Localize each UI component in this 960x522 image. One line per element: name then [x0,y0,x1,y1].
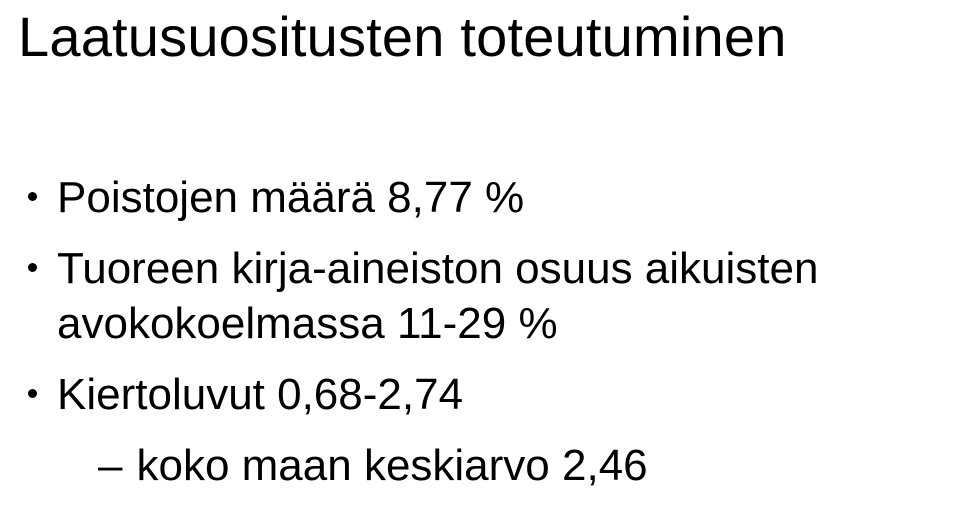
list-item: Kiertoluvut 0,68-2,74 [28,367,928,422]
bullet-dot-icon [28,389,37,398]
sub-bullet-text: koko maan keskiarvo 2,46 [136,438,647,493]
bullet-dot-icon [28,263,37,272]
list-item: Tuoreen kirja-aineiston osuus aikuisten … [28,241,928,351]
bullet-list: Poistojen määrä 8,77 % Tuoreen kirja-ain… [28,170,928,493]
bullet-text: Tuoreen kirja-aineiston osuus aikuisten … [57,241,928,351]
bullet-text: Kiertoluvut 0,68-2,74 [57,367,463,422]
bullet-text: Poistojen määrä 8,77 % [57,170,524,225]
list-item: Poistojen määrä 8,77 % [28,170,928,225]
dash-icon: – [98,438,122,493]
slide-title: Laatusuositusten toteutuminen [18,4,787,69]
slide: Laatusuositusten toteutuminen Poistojen … [0,0,960,522]
bullet-dot-icon [28,192,37,201]
sub-list-item: – koko maan keskiarvo 2,46 [98,438,928,493]
